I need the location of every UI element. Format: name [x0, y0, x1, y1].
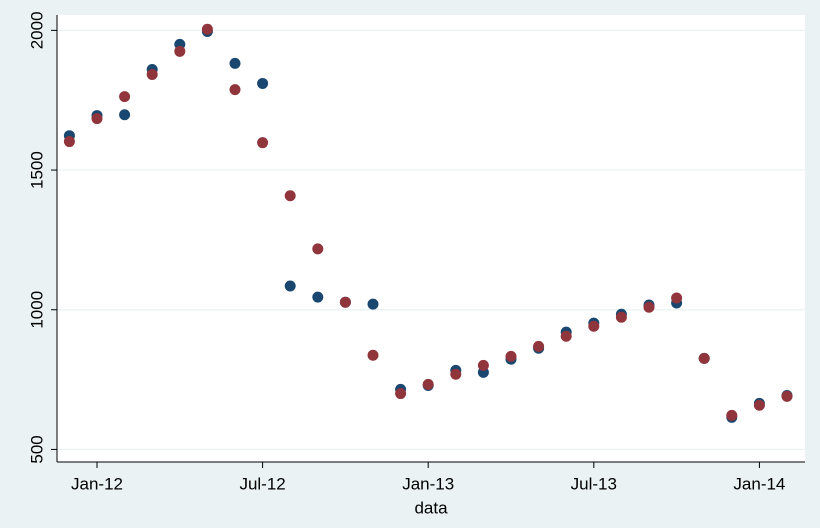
- point: [422, 378, 434, 390]
- point: [174, 45, 186, 57]
- point: [367, 298, 379, 310]
- point: [726, 409, 738, 421]
- point: [781, 390, 793, 402]
- point: [367, 349, 379, 361]
- y-tick-label: 500: [27, 435, 46, 463]
- y-tick-label: 1000: [27, 291, 46, 329]
- point: [201, 23, 213, 35]
- point: [560, 330, 572, 342]
- x-tick-label: Jan-12: [71, 474, 123, 493]
- point: [533, 340, 545, 352]
- point: [477, 359, 489, 371]
- x-tick-label: Jan-13: [402, 474, 454, 493]
- y-tick-label: 2000: [27, 11, 46, 49]
- point: [395, 388, 407, 400]
- point: [339, 296, 351, 308]
- point: [229, 57, 241, 69]
- point: [284, 280, 296, 292]
- point: [753, 399, 765, 411]
- x-tick-label: Jan-14: [733, 474, 785, 493]
- plot-area: [57, 15, 805, 462]
- y-tick-label: 1500: [27, 151, 46, 189]
- point: [63, 136, 75, 148]
- point: [91, 113, 103, 125]
- point: [643, 301, 655, 313]
- point: [257, 137, 269, 149]
- point: [119, 91, 131, 103]
- point: [312, 291, 324, 303]
- x-tick-label: Jul-13: [571, 474, 617, 493]
- point: [146, 69, 158, 81]
- point: [588, 320, 600, 332]
- point: [312, 243, 324, 255]
- point: [229, 84, 241, 96]
- x-axis-label: data: [414, 498, 448, 517]
- point: [698, 352, 710, 364]
- x-tick-label: Jul-12: [239, 474, 285, 493]
- point: [284, 190, 296, 202]
- point: [119, 109, 131, 121]
- point: [450, 368, 462, 380]
- point: [257, 77, 269, 89]
- point: [615, 311, 627, 323]
- point: [671, 292, 683, 304]
- point: [505, 350, 517, 362]
